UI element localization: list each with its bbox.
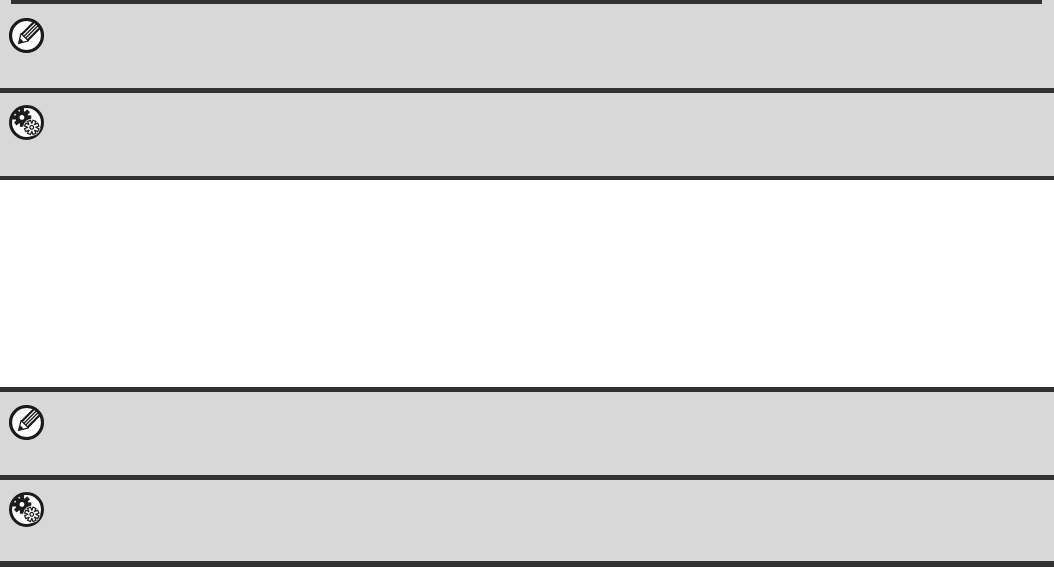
banner-row-gears [0,93,1054,176]
divider-rule [0,88,1054,93]
pencil-icon [8,404,45,441]
banner-row-pencil [0,0,1054,88]
gears-icon [8,491,45,528]
group-top-rule [0,387,1054,392]
banner-row-pencil [0,392,1054,475]
top-rule [11,0,1042,4]
gears-icon [8,104,45,141]
group-bottom-rule [0,176,1054,180]
bottom-rule [0,561,1054,567]
pencil-icon [8,17,45,54]
banner-row-gears [0,480,1054,561]
divider-rule [0,475,1054,480]
